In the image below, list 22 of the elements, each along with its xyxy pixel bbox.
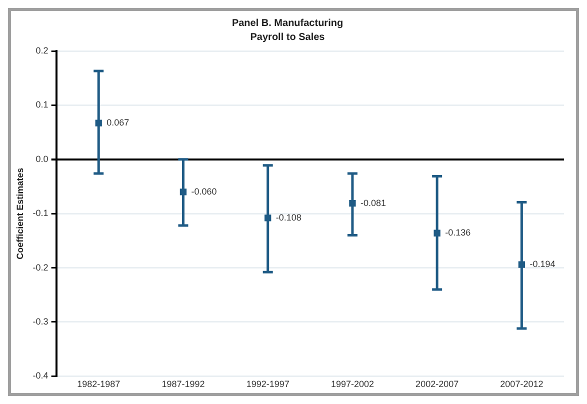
y-tick-label: -0.4 bbox=[32, 370, 48, 381]
y-tick-label: 0.0 bbox=[36, 154, 48, 164]
data-label: -0.060 bbox=[191, 186, 217, 196]
chart-title: Panel B. Manufacturing bbox=[232, 18, 344, 29]
x-tick-label: 1987-1992 bbox=[162, 379, 205, 390]
data-label: -0.194 bbox=[530, 259, 556, 270]
y-axis-title: Coefficient Estimates bbox=[14, 168, 25, 260]
y-tick-label: -0.3 bbox=[32, 316, 48, 326]
chart-subtitle: Payroll to Sales bbox=[250, 32, 326, 43]
y-tick-label: -0.2 bbox=[32, 262, 48, 272]
data-label: -0.081 bbox=[360, 198, 386, 208]
x-tick-label: 1982-1987 bbox=[77, 379, 120, 390]
y-tick-label: -0.1 bbox=[32, 208, 48, 218]
x-tick-label: 2002-2007 bbox=[416, 379, 459, 390]
data-label: -0.136 bbox=[445, 228, 471, 238]
data-label: -0.108 bbox=[276, 212, 302, 222]
x-tick-label: 1997-2002 bbox=[330, 379, 374, 390]
data-label: 0.067 bbox=[106, 118, 130, 128]
y-tick-label: 0.1 bbox=[36, 100, 48, 110]
y-tick-label: 0.2 bbox=[36, 45, 48, 56]
x-tick-label: 1992-1997 bbox=[246, 379, 290, 390]
x-tick-label: 2007-2012 bbox=[500, 379, 544, 390]
